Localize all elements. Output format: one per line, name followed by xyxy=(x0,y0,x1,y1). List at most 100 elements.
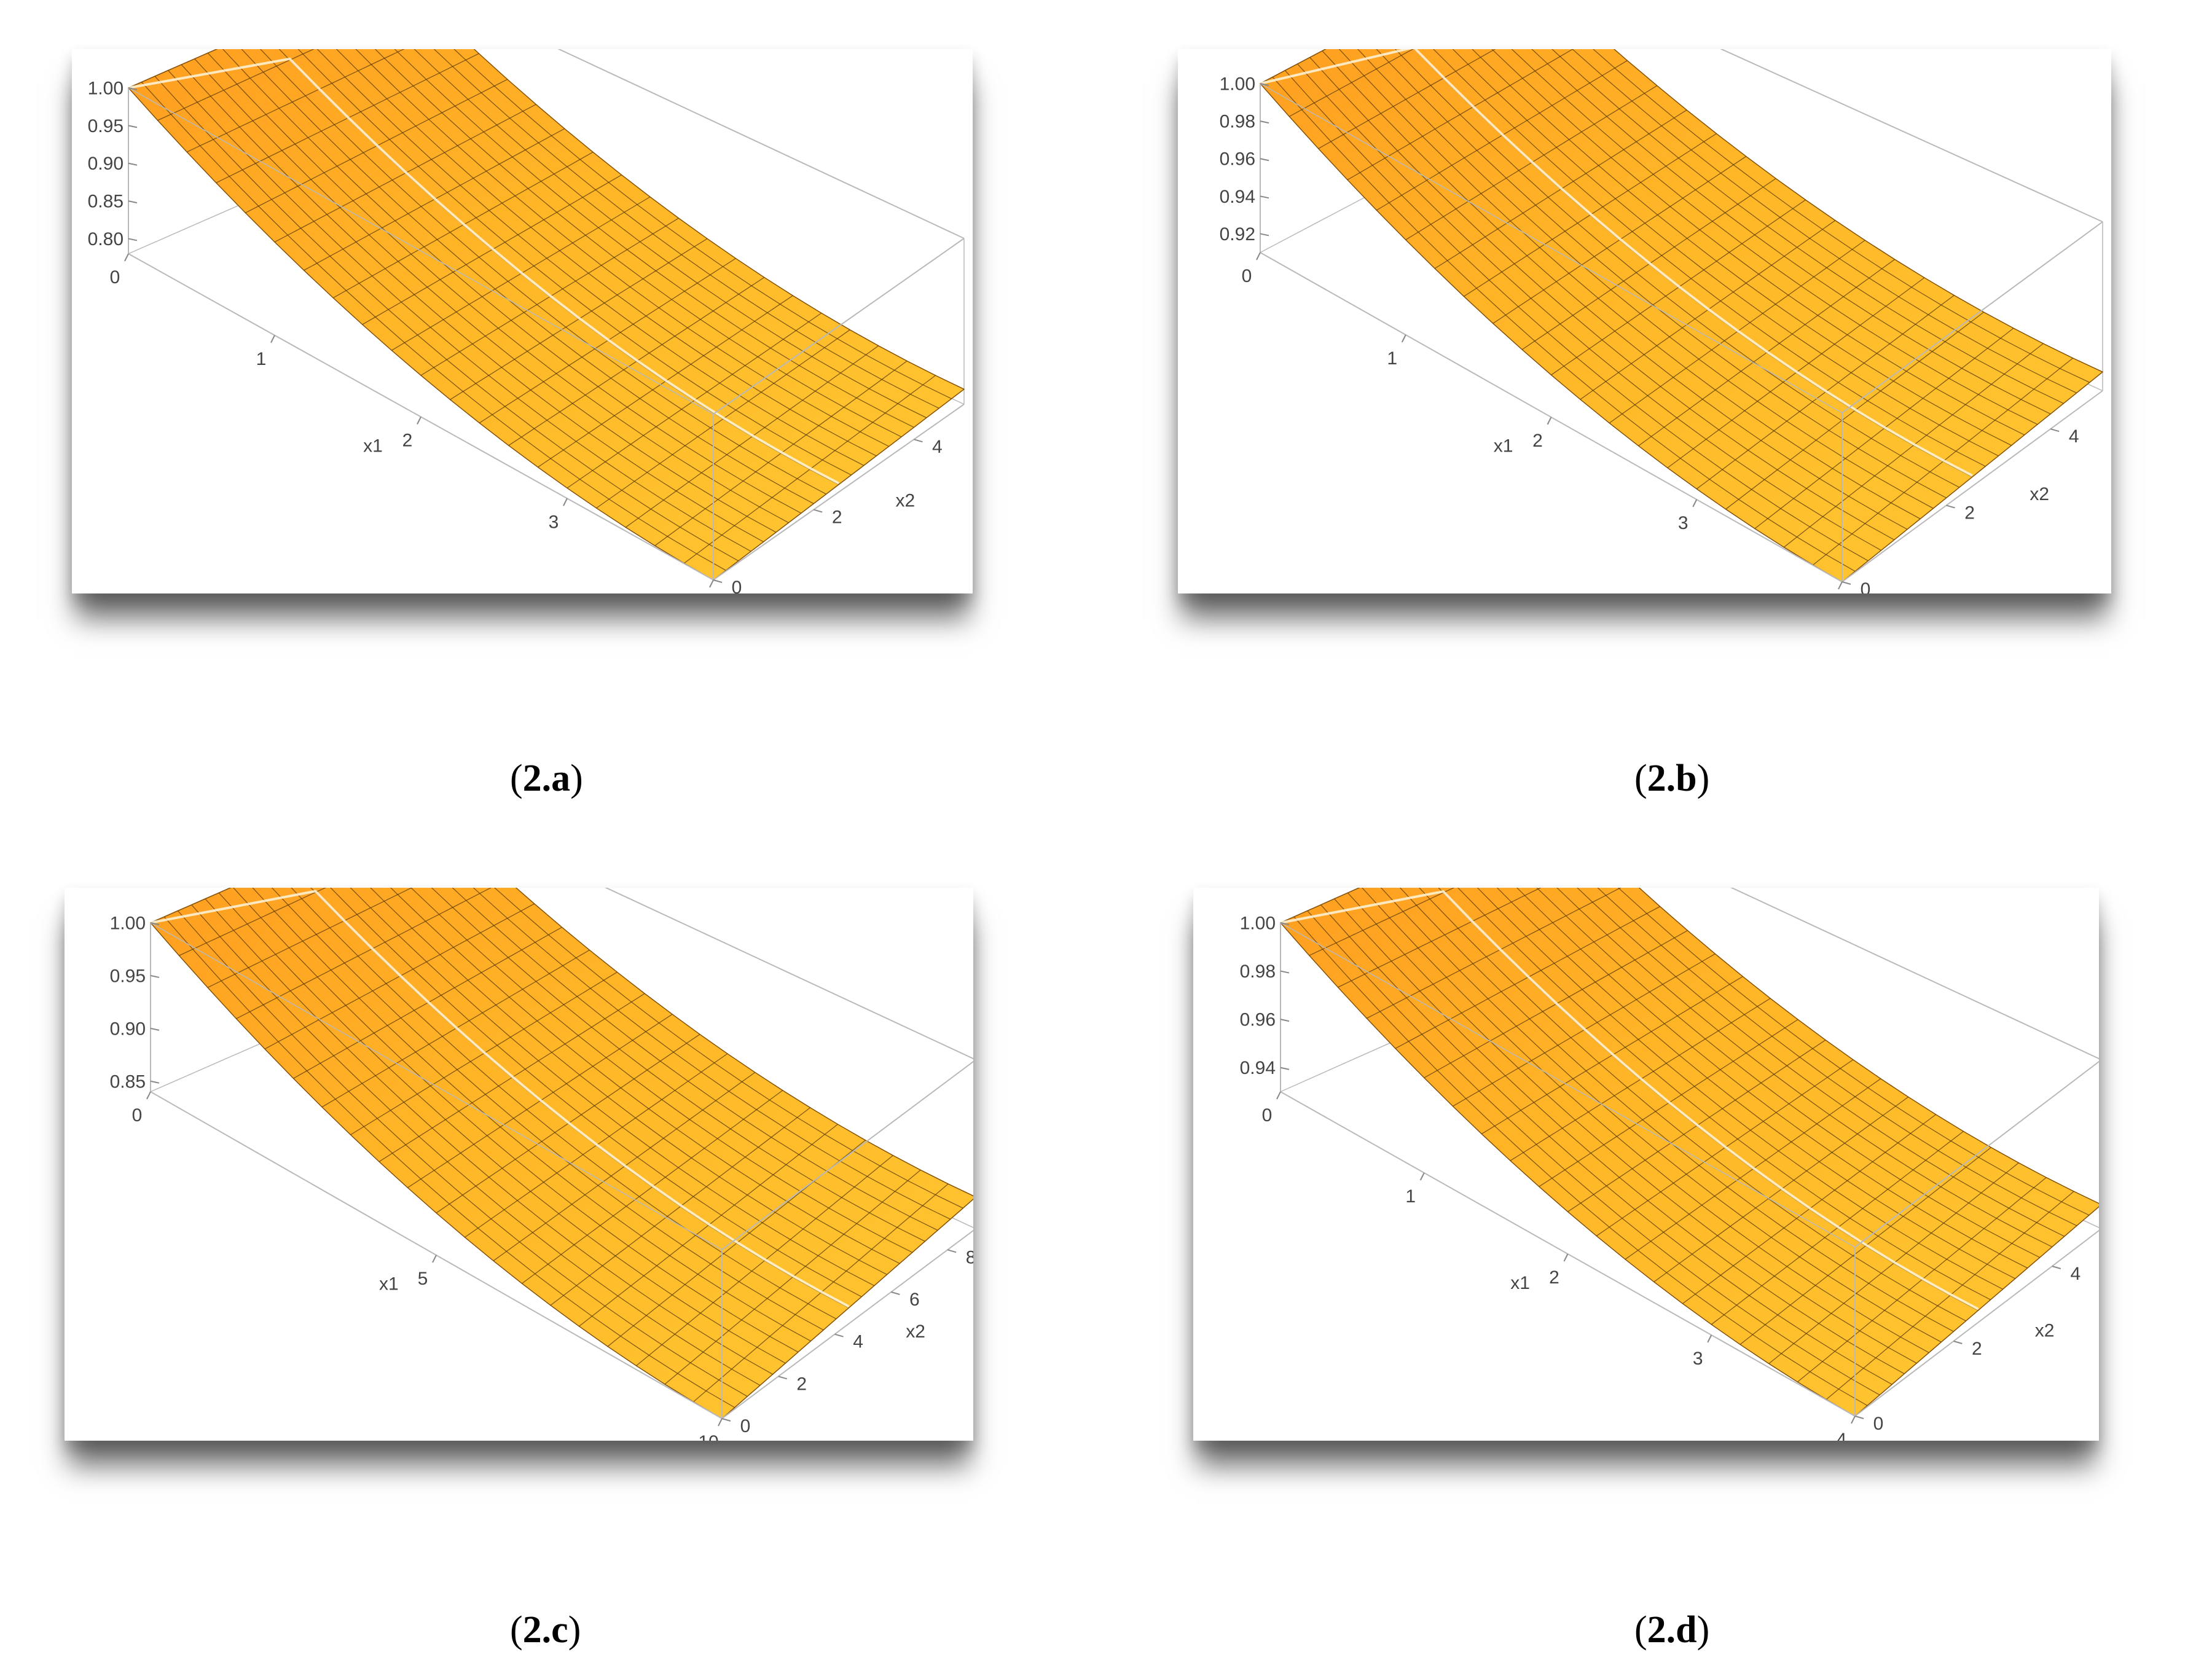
y-tick-label: 4 xyxy=(932,437,943,457)
z-tick-label: 0.90 xyxy=(88,154,124,174)
y-tick xyxy=(1953,1341,1963,1344)
mesh-line-y xyxy=(1536,888,2041,1258)
surface-highlight xyxy=(150,890,850,1308)
surface-fill xyxy=(1279,888,2099,1417)
x-tick-label: 0 xyxy=(1262,1105,1273,1126)
mesh-line-y xyxy=(335,49,877,456)
x-tick xyxy=(417,417,422,425)
mesh-line-y xyxy=(181,64,764,542)
box-back-top-edge xyxy=(128,49,965,239)
mesh-line-y xyxy=(1617,888,2090,1216)
x-tick-label: 0 xyxy=(132,1105,143,1126)
mesh-line-y xyxy=(1272,76,1856,572)
x-tick xyxy=(124,253,129,262)
z-tick xyxy=(150,974,160,978)
mesh-line-y xyxy=(410,888,913,1253)
mesh-line-y xyxy=(370,888,887,1275)
x-axis-label: x1 xyxy=(363,436,383,456)
y-tick-label: 2 xyxy=(832,507,842,528)
x-axis-label: x1 xyxy=(1510,1273,1530,1293)
surface-highlight xyxy=(1280,890,1979,1310)
mesh-line-y xyxy=(1280,922,1856,1417)
z-tick-label: 0.98 xyxy=(1220,112,1255,132)
mesh-line-x xyxy=(1260,49,1327,84)
mesh-line-y xyxy=(1472,49,2012,446)
z-tick xyxy=(128,238,138,241)
z-tick-label: 0.92 xyxy=(1220,224,1255,245)
mesh-line-y xyxy=(150,922,723,1419)
surface-plot-svg: 1.000.980.960.940.9201234x1024x2 xyxy=(1220,49,2104,593)
mesh-line-y xyxy=(252,888,811,1342)
caption-2c: (2.c) xyxy=(510,1609,581,1651)
y-tick xyxy=(721,1418,731,1422)
box-front-top-edge xyxy=(1260,83,1843,413)
z-tick xyxy=(1280,1067,1290,1070)
mesh-line-y xyxy=(218,892,786,1364)
y-tick xyxy=(1841,581,1851,585)
y-tick-label: 2 xyxy=(796,1374,807,1394)
surface-plot-2c: 1.00 0.95 0.90 0.85 0 5 10 x1 0 2 4 6 8 x2 xyxy=(65,888,973,1441)
mesh-line-y xyxy=(1361,888,1929,1353)
surface-plot-2d: 1.00 0.98 0.96 0.94 0 1 2 3 4 x1 0 2 4 x2 xyxy=(1193,888,2099,1441)
mesh-line-y xyxy=(141,82,726,571)
mesh-line-y xyxy=(271,888,824,1331)
mesh-line-y xyxy=(453,49,952,399)
x-tick-label: 4 xyxy=(1837,1430,1847,1441)
mesh-line-y xyxy=(350,888,875,1286)
z-tick-label: 0.94 xyxy=(1220,187,1255,207)
mesh-line-y xyxy=(260,49,826,495)
mesh-line-y xyxy=(222,49,802,514)
surface-fill xyxy=(149,888,973,1419)
z-tick-label: 1.00 xyxy=(1220,74,1255,95)
z-tick xyxy=(128,125,138,128)
z-tick xyxy=(1260,120,1269,124)
x-tick xyxy=(1256,252,1261,260)
mesh-line-y xyxy=(205,898,773,1375)
z-tick xyxy=(1260,195,1269,199)
mesh-line-y xyxy=(1496,888,2015,1279)
x-tick-label: 3 xyxy=(1678,513,1688,533)
box-back-top-edge xyxy=(150,888,973,1060)
mesh-line-y xyxy=(374,49,902,437)
y-tick xyxy=(947,1249,957,1253)
z-tick xyxy=(150,1080,160,1084)
mesh-line-y xyxy=(163,916,735,1408)
z-tick xyxy=(1280,1019,1290,1022)
mesh-line-y xyxy=(1380,888,1942,1343)
z-tick xyxy=(1260,233,1269,237)
x-tick xyxy=(1401,334,1406,343)
mesh-line-y xyxy=(1307,910,1880,1396)
box-front-top-edge xyxy=(1280,922,1856,1248)
mesh-line-y xyxy=(1284,70,1869,562)
mesh-line-y xyxy=(191,904,761,1386)
x-tick xyxy=(1692,499,1698,507)
y-tick-label: 0 xyxy=(740,1416,751,1436)
z-tick-label: 1.00 xyxy=(88,79,124,99)
y-tick-label: 4 xyxy=(2069,426,2079,447)
mesh-line-y xyxy=(1320,904,1892,1385)
y-axis-label: x2 xyxy=(896,491,916,511)
x-tick-label: 0 xyxy=(110,267,120,288)
z-tick-label: 1.00 xyxy=(1240,914,1276,934)
y-tick-label: 8 xyxy=(966,1247,973,1267)
mesh-line-y xyxy=(452,888,938,1231)
mesh-line-y xyxy=(1551,49,2064,404)
x-tick-label: 3 xyxy=(1693,1349,1703,1369)
y-tick xyxy=(834,1333,844,1337)
surface-highlight xyxy=(1260,49,1973,477)
mesh-line-y xyxy=(1556,888,2053,1248)
x-tick-label: 2 xyxy=(1549,1267,1559,1288)
x-tick xyxy=(1851,1415,1856,1424)
x-tick-label: 1 xyxy=(1405,1186,1416,1207)
mesh-line-y xyxy=(232,888,799,1353)
mesh-line-y xyxy=(128,87,714,581)
mesh-line-y xyxy=(1309,57,1895,541)
surface-fill xyxy=(1259,49,2104,582)
x-tick-label: 5 xyxy=(418,1269,428,1289)
mesh-line-y xyxy=(394,49,914,428)
mesh-line-y xyxy=(297,49,852,476)
mesh-line-y xyxy=(1334,898,1905,1374)
y-tick-label: 6 xyxy=(909,1290,920,1310)
mesh-line-y xyxy=(473,49,965,390)
z-tick xyxy=(150,922,160,925)
